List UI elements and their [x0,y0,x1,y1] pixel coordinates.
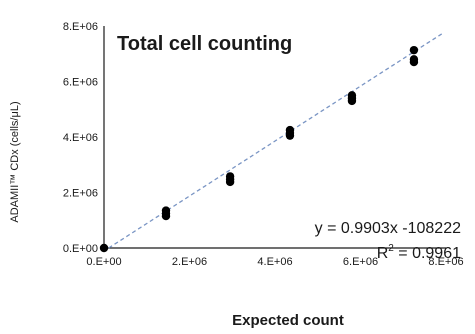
trendline [108,33,443,249]
y-tick-label-4: 8.E+06 [63,21,98,33]
data-point [347,91,357,100]
x-tick-labels: 0.E+00 2.E+06 4.E+06 6.E+06 8.E+06 [86,256,463,268]
data-point [225,172,235,181]
y-tick-label-3: 6.E+06 [63,77,98,89]
y-tick-label-2: 4.E+06 [63,132,98,144]
r-squared-prefix: R [377,245,389,262]
r-squared-label: R2 = 0.9961 [377,243,461,262]
trend-equation: y = 0.9903x -108222 [315,220,461,237]
data-point [409,45,419,55]
x-axis-label: Expected count [232,312,344,329]
x-tick-label-2: 4.E+06 [257,256,292,268]
r-squared-value: = 0.9961 [394,245,461,262]
x-tick-label-1: 2.E+06 [172,256,207,268]
data-point [285,125,295,135]
y-tick-label-0: 0.E+00 [63,243,98,255]
chart-title: Total cell counting [117,33,292,55]
y-tick-labels: 0.E+00 2.E+06 4.E+06 6.E+06 8.E+06 [63,21,98,255]
x-tick-label-4: 8.E+06 [428,256,463,268]
r-squared-superscript: 2 [388,243,394,254]
x-tick-label-0: 0.E+00 [86,256,121,268]
x-tick-label-3: 6.E+06 [343,256,378,268]
data-point [161,206,171,215]
data-point [99,243,109,253]
data-points [99,45,419,253]
data-point [409,55,419,64]
y-axis-label: ADAMII™ CDx (cells/μL) [9,101,21,222]
y-tick-label-1: 2.E+06 [63,188,98,200]
